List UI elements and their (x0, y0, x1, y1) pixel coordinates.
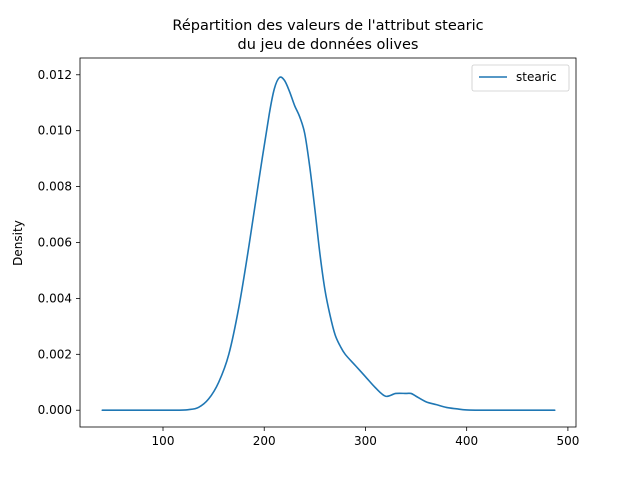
legend-box (471, 64, 570, 92)
legend-label-stearic: stearic (516, 70, 557, 84)
y-tick-label: 0.012 (38, 68, 72, 82)
x-tick-label: 300 (354, 434, 377, 448)
legend: stearic (471, 64, 570, 92)
x-tick-label: 200 (253, 434, 276, 448)
plot-frame (79, 57, 577, 428)
y-tick-label: 0.006 (38, 236, 72, 250)
y-tick-label: 0.000 (38, 403, 72, 417)
y-axis-label: Density (11, 220, 25, 266)
y-tick-label: 0.002 (38, 347, 72, 361)
chart-title-line2: du jeu de données olives (238, 37, 419, 53)
series-line-stearic (101, 76, 556, 412)
chart-title-line1: Répartition des valeurs de l'attribut st… (172, 18, 483, 34)
y-tick-label: 0.004 (38, 291, 72, 305)
y-tick-label: 0.008 (38, 180, 72, 194)
y-axis-ticks: 0.000 0.002 0.004 0.006 0.008 0.010 0.012 (38, 68, 80, 417)
x-tick-label: 500 (556, 434, 579, 448)
y-tick-label: 0.010 (38, 124, 72, 138)
x-tick-label: 400 (455, 434, 478, 448)
x-axis-ticks: 100 200 300 400 500 (152, 427, 579, 448)
x-tick-label: 100 (152, 434, 175, 448)
